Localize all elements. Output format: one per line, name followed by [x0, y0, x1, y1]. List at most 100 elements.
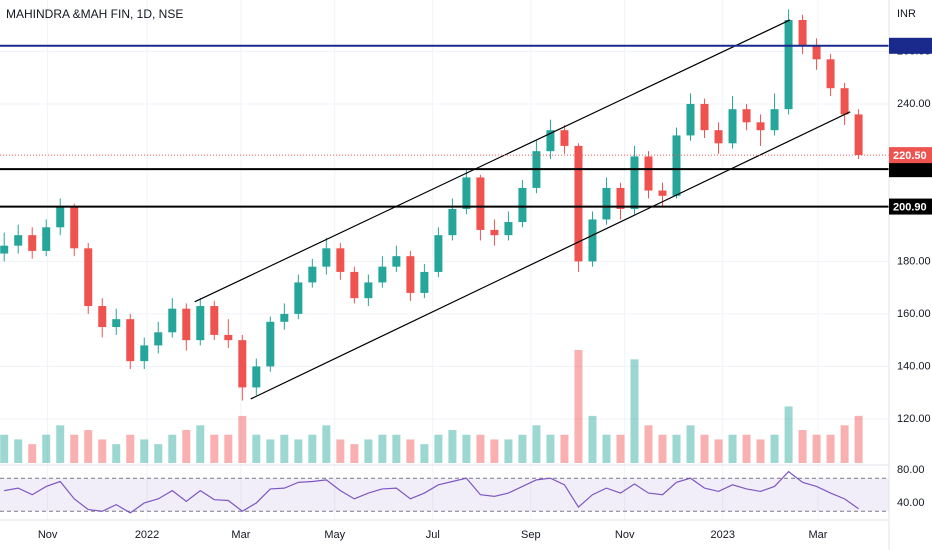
candle-body	[854, 114, 863, 156]
candle-body	[294, 282, 303, 314]
volume-bar	[728, 434, 737, 463]
candle-body	[630, 156, 639, 209]
candle-body	[434, 235, 443, 272]
candle-body	[728, 109, 737, 144]
candle-body	[238, 340, 247, 388]
volume-bar	[756, 439, 765, 463]
candle-body	[560, 130, 569, 146]
volume-bar	[588, 415, 597, 463]
volume-bar	[798, 430, 807, 463]
candle-body	[546, 130, 555, 152]
volume-bar	[476, 434, 485, 463]
level-tag	[889, 198, 932, 215]
volume-bar	[700, 434, 709, 463]
volume-bar	[770, 434, 779, 463]
volume-bar	[84, 430, 93, 463]
candle-body	[406, 256, 415, 293]
candle-body	[518, 187, 527, 223]
candle-body	[126, 319, 135, 362]
candle-body	[84, 248, 93, 307]
candle-body	[196, 306, 205, 341]
volume-bar	[686, 425, 695, 463]
x-tick-label: 2023	[710, 529, 734, 541]
volume-bar	[616, 434, 625, 463]
candle-body	[700, 103, 709, 131]
x-tick-label: Mar	[231, 529, 250, 541]
candle-body	[420, 271, 429, 293]
volume-bar	[98, 439, 107, 463]
volume-bar	[210, 434, 219, 463]
candle-body	[252, 366, 261, 388]
volume-bar	[504, 439, 513, 463]
volume-bar	[322, 425, 331, 463]
volume-bar	[406, 439, 415, 463]
volume-bar	[112, 444, 121, 463]
volume-bar	[238, 415, 247, 463]
candle-body	[322, 248, 331, 267]
y-tick-label: 180.00	[897, 255, 931, 267]
rsi-line	[4, 470, 859, 514]
volume-bar	[602, 434, 611, 463]
candle-body	[210, 306, 219, 335]
volume-bar	[560, 434, 569, 463]
candle-body	[490, 229, 499, 236]
volume-bar	[644, 425, 653, 463]
volume-bar	[434, 434, 443, 463]
volume-bar	[140, 439, 149, 463]
volume-bar	[630, 359, 639, 463]
volume-bar	[364, 439, 373, 463]
level-tag	[889, 37, 932, 54]
candle-body	[98, 306, 107, 328]
volume-bar	[840, 425, 849, 463]
candle-body	[112, 319, 121, 328]
candle-body	[602, 187, 611, 220]
volume-bar	[448, 430, 457, 463]
volume-bar	[378, 434, 387, 463]
x-tick-label: Jul	[426, 529, 440, 541]
volume-bar	[28, 444, 37, 463]
rsi-tick-label: 80.00	[897, 464, 925, 476]
candle-body	[840, 88, 849, 115]
axes: 120.00140.00160.00180.00240.00260.00Nov2…	[38, 37, 932, 541]
candle-body	[280, 313, 289, 322]
candle-body	[154, 332, 163, 346]
volume-bar	[280, 434, 289, 463]
candle-body	[686, 103, 695, 136]
x-tick-label: Sep	[521, 529, 541, 541]
volume-bar	[714, 439, 723, 463]
volume-bar	[812, 434, 821, 463]
channel-line	[194, 19, 791, 303]
volume-bar	[308, 434, 317, 463]
volume-bar	[196, 425, 205, 463]
y-tick-label: 160.00	[897, 308, 931, 320]
candle-body	[644, 156, 653, 191]
volume-bar	[294, 439, 303, 463]
rsi-tick-label: 40.00	[897, 497, 925, 509]
volume-bar	[126, 434, 135, 463]
candle-body	[224, 334, 233, 341]
volume-bar	[532, 425, 541, 463]
volume-bar	[574, 349, 583, 463]
x-tick-label: May	[324, 529, 345, 541]
candle-body	[28, 235, 37, 251]
candle-body	[350, 271, 359, 299]
volume-bar	[182, 430, 191, 463]
candle-body	[392, 256, 401, 267]
candle-body	[826, 59, 835, 89]
candle-body	[714, 130, 723, 144]
volume-bar	[154, 444, 163, 463]
candle-body	[616, 187, 625, 209]
volume-bar	[266, 439, 275, 463]
candle-body	[504, 222, 513, 236]
volume-bar	[518, 434, 527, 463]
candle-body	[140, 345, 149, 362]
candle-body	[266, 321, 275, 367]
x-tick-label: 2022	[135, 529, 159, 541]
candle-body	[364, 282, 373, 299]
volume-pane	[0, 349, 863, 463]
candle-body	[168, 308, 177, 333]
volume-bar	[14, 439, 23, 463]
candle-body	[812, 46, 821, 60]
y-tick-label: 120.00	[897, 413, 931, 425]
